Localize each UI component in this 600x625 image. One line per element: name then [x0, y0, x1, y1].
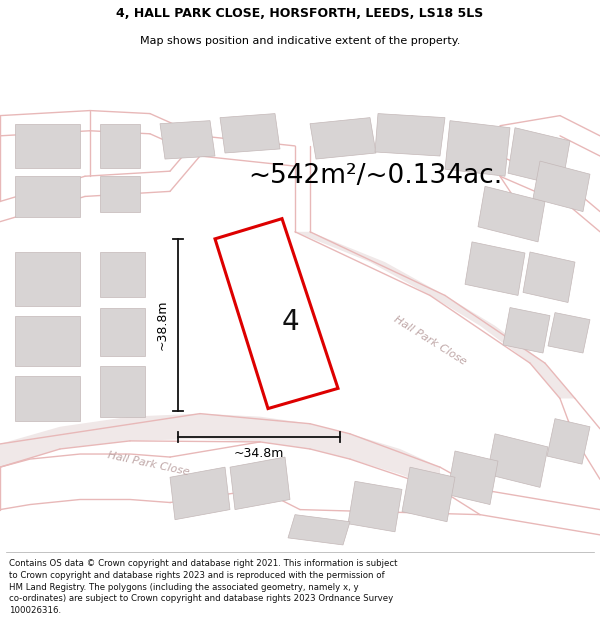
Polygon shape	[447, 451, 498, 504]
Polygon shape	[170, 467, 230, 520]
Polygon shape	[508, 127, 570, 186]
Polygon shape	[465, 242, 525, 296]
Polygon shape	[220, 114, 280, 153]
Polygon shape	[445, 121, 510, 176]
Polygon shape	[100, 366, 145, 417]
Polygon shape	[15, 124, 80, 168]
Polygon shape	[402, 467, 455, 522]
Polygon shape	[288, 514, 350, 545]
Polygon shape	[160, 121, 215, 159]
Polygon shape	[100, 252, 145, 298]
Polygon shape	[548, 312, 590, 353]
Polygon shape	[100, 124, 140, 168]
Polygon shape	[487, 434, 548, 488]
Polygon shape	[523, 252, 575, 302]
Text: 4, HALL PARK CLOSE, HORSFORTH, LEEDS, LS18 5LS: 4, HALL PARK CLOSE, HORSFORTH, LEEDS, LS…	[116, 8, 484, 20]
Polygon shape	[503, 308, 550, 353]
Text: Map shows position and indicative extent of the property.: Map shows position and indicative extent…	[140, 36, 460, 46]
Polygon shape	[0, 414, 440, 489]
Text: Hall Park Close: Hall Park Close	[106, 451, 190, 478]
Polygon shape	[100, 308, 145, 356]
Polygon shape	[15, 376, 80, 421]
Polygon shape	[547, 419, 590, 464]
Polygon shape	[533, 161, 590, 212]
Polygon shape	[100, 176, 140, 212]
Text: ~38.8m: ~38.8m	[155, 299, 169, 350]
Polygon shape	[215, 219, 338, 409]
Polygon shape	[15, 176, 80, 217]
Polygon shape	[15, 316, 80, 366]
Text: Contains OS data © Crown copyright and database right 2021. This information is : Contains OS data © Crown copyright and d…	[9, 559, 398, 615]
Text: ~542m²/~0.134ac.: ~542m²/~0.134ac.	[248, 163, 502, 189]
Polygon shape	[310, 118, 376, 159]
Text: 4: 4	[282, 308, 299, 336]
Polygon shape	[478, 186, 545, 242]
Polygon shape	[295, 232, 575, 399]
Polygon shape	[348, 481, 402, 532]
Polygon shape	[230, 457, 290, 509]
Polygon shape	[15, 252, 80, 306]
Polygon shape	[375, 114, 445, 156]
Text: ~34.8m: ~34.8m	[234, 446, 284, 459]
Text: Hall Park Close: Hall Park Close	[392, 314, 468, 368]
